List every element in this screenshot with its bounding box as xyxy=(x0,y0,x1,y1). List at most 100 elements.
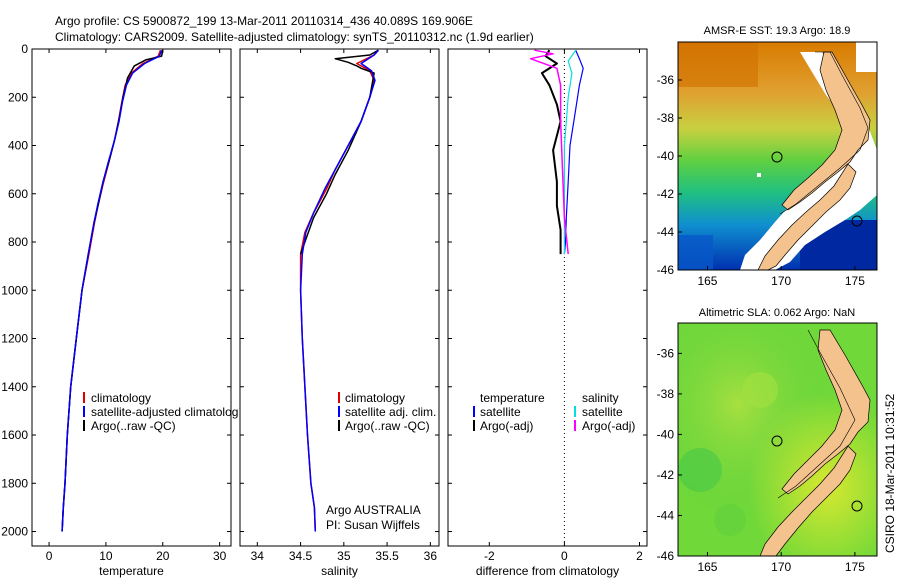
x-tick-label: 20 xyxy=(156,549,170,563)
series-line-0 xyxy=(563,49,584,255)
plot-frame xyxy=(239,48,440,547)
series-line-1 xyxy=(299,49,379,255)
y-tick-label: -42 xyxy=(657,468,675,482)
argo-float-neighbour-marker xyxy=(851,215,863,227)
x-axis-label: temperature xyxy=(99,564,164,578)
side-timestamp: CSIRO 18-Mar-2011 10:31:52 xyxy=(883,393,897,553)
y-tick-label: 1000 xyxy=(1,283,28,297)
argo-float-position-marker xyxy=(771,435,783,447)
x-axis-label: difference from climatology xyxy=(476,564,619,578)
header-line-1: Argo profile: CS 5900872_199 13-Mar-2011… xyxy=(55,14,473,28)
legend-label: Argo(..raw -QC) xyxy=(91,419,176,433)
x-tick-label: 35.5 xyxy=(375,549,399,563)
legend-label: climatology xyxy=(345,391,405,405)
y-tick-label: -40 xyxy=(657,149,675,163)
legend-swatch-sal-argo xyxy=(574,420,576,431)
legend-swatch-temp-satellite xyxy=(473,406,475,417)
y-tick-label: -36 xyxy=(657,73,675,87)
legend-label: Argo(-adj) xyxy=(480,419,533,433)
x-tick-label: 175 xyxy=(845,560,865,574)
legend-heading: temperature xyxy=(480,391,545,405)
sst-nodata-pixel xyxy=(757,173,761,177)
y-tick-label: -44 xyxy=(657,225,675,239)
x-axis-label: salinity xyxy=(321,564,358,578)
x-tick-label: 165 xyxy=(697,274,717,288)
legend-swatch-climatology xyxy=(83,392,85,403)
salinity-legend: climatology satellite adj. clim. Argo(..… xyxy=(326,391,436,532)
salinity-panel: 34 34.5 35 35.5 36 salinity xyxy=(239,48,440,578)
sla-depth-contour xyxy=(777,329,856,499)
y-tick-label: 0 xyxy=(21,42,28,56)
sst-map xyxy=(678,42,877,270)
x-tick-label: 10 xyxy=(99,549,113,563)
x-tick-label: 0 xyxy=(46,549,53,563)
sst-map-ticks: 165 170 175 -36 -38 -40 -42 -44 -46 xyxy=(657,73,866,288)
series-line-0 xyxy=(61,49,162,532)
y-tick-label: 800 xyxy=(8,235,28,249)
legend-swatch-satellite xyxy=(338,406,340,417)
sst-cold-patch xyxy=(678,235,713,270)
sla-map-ticks: 165 170 175 -36 -38 -40 -42 -44 -46 xyxy=(657,346,866,574)
y-tick-label: 1200 xyxy=(1,332,28,346)
series-line-2 xyxy=(563,49,577,255)
sla-map xyxy=(678,323,877,556)
y-tick-label: -38 xyxy=(657,387,675,401)
sst-map-title: AMSR-E SST: 19.3 Argo: 18.9 xyxy=(704,25,851,37)
y-tick-label: 400 xyxy=(8,139,28,153)
legend-label: Argo(-adj) xyxy=(582,419,635,433)
y-tick-label: 200 xyxy=(8,90,28,104)
plot-frame xyxy=(31,48,232,547)
y-tick-label: 1600 xyxy=(1,428,28,442)
y-tick-label: -40 xyxy=(657,427,675,441)
legend-label: Argo(..raw -QC) xyxy=(345,419,430,433)
x-tick-label: 30 xyxy=(213,549,227,563)
sla-anomaly-low xyxy=(714,504,746,536)
series-line-3 xyxy=(529,49,569,255)
legend-swatch-climatology xyxy=(338,392,340,403)
x-tick-label: 165 xyxy=(697,560,717,574)
series-line-2 xyxy=(61,49,163,532)
y-tick-label: -38 xyxy=(657,111,675,125)
float-pi: PI: Susan Wijffels xyxy=(326,518,420,532)
float-owner: Argo AUSTRALIA xyxy=(326,503,421,517)
legend-swatch-sal-satellite xyxy=(574,406,576,417)
plot-frame xyxy=(447,48,648,547)
x-tick-label: 170 xyxy=(771,560,791,574)
sst-nodata-patch xyxy=(856,42,877,72)
difference-panel: -2 0 2 difference from climatology xyxy=(447,48,648,578)
x-tick-label: 170 xyxy=(771,274,791,288)
y-tick-label: -44 xyxy=(657,508,675,522)
x-tick-label: 175 xyxy=(845,274,865,288)
y-tick-label: 1800 xyxy=(1,476,28,490)
y-tick-label: -46 xyxy=(657,549,675,563)
x-tick-label: 35 xyxy=(337,549,351,563)
x-tick-label: 34.5 xyxy=(289,549,313,563)
x-tick-label: -2 xyxy=(484,549,495,563)
temperature-legend: climatology satellite-adjusted climatolo… xyxy=(83,391,238,433)
y-tick-label: 600 xyxy=(8,187,28,201)
legend-swatch-argo xyxy=(338,420,340,431)
x-tick-label: 2 xyxy=(636,549,643,563)
series-line-0 xyxy=(299,49,379,532)
north-island-land xyxy=(781,51,871,211)
legend-swatch-argo xyxy=(83,420,85,431)
series-line-2 xyxy=(299,49,379,532)
series-line-1 xyxy=(61,50,164,532)
legend-label: satellite adj. clim. xyxy=(345,405,436,419)
header-line-2: Climatology: CARS2009. Satellite-adjuste… xyxy=(55,30,534,44)
legend-label: climatology xyxy=(91,391,151,405)
y-tick-label: -36 xyxy=(657,346,675,360)
legend-label: satellite-adjusted climatolog xyxy=(91,405,238,419)
x-tick-label: 36 xyxy=(424,549,438,563)
y-tick-label: 1400 xyxy=(1,380,28,394)
legend-swatch-temp-argo xyxy=(473,420,475,431)
south-island-land xyxy=(757,163,857,270)
sla-anomaly-high xyxy=(742,372,778,408)
legend-heading: salinity xyxy=(582,391,619,405)
x-tick-label: 0 xyxy=(561,549,568,563)
series-line-1 xyxy=(540,49,562,255)
sst-warm-patch xyxy=(678,42,758,87)
sst-depth-contour xyxy=(779,51,869,215)
sla-map-frame xyxy=(677,322,878,557)
